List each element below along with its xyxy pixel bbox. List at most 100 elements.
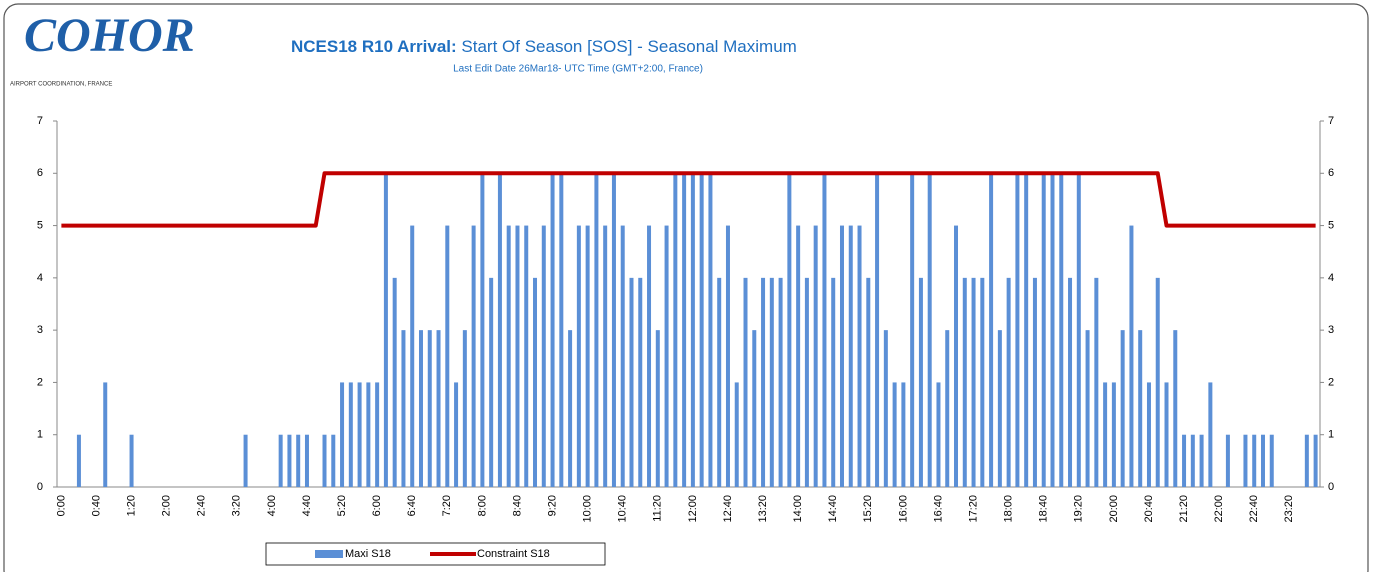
bar <box>787 173 792 488</box>
bar <box>769 277 774 487</box>
bar <box>708 173 713 488</box>
bar <box>945 330 950 487</box>
bar <box>524 225 529 488</box>
bar <box>278 434 283 487</box>
x-tick-label: 14:40 <box>827 495 839 523</box>
bar <box>445 225 450 488</box>
x-tick-label: 5:20 <box>336 495 348 516</box>
bar <box>822 173 827 488</box>
y2-tick-label: 3 <box>1328 324 1334 336</box>
bar <box>1313 434 1318 487</box>
x-tick-label: 21:20 <box>1178 495 1190 523</box>
bar <box>462 330 467 487</box>
bar <box>392 277 397 487</box>
bar <box>76 434 81 487</box>
bar <box>340 382 345 487</box>
x-tick-label: 0:40 <box>90 495 102 516</box>
bar <box>418 330 423 487</box>
bar <box>638 277 643 487</box>
bar <box>585 225 590 488</box>
x-tick-label: 12:00 <box>687 495 699 523</box>
bar <box>971 277 976 487</box>
bar <box>611 173 616 488</box>
x-tick-label: 8:40 <box>511 495 523 516</box>
bar <box>1252 434 1257 487</box>
bar <box>699 173 704 488</box>
x-tick-label: 9:20 <box>546 495 558 516</box>
x-tick-label: 16:40 <box>932 495 944 523</box>
x-tick-label: 22:00 <box>1213 495 1225 523</box>
bar <box>410 225 415 488</box>
x-tick-label: 0:00 <box>55 495 67 516</box>
chart-subtitle: Last Edit Date 26Mar18- UTC Time (GMT+2:… <box>453 64 703 75</box>
bar <box>1041 173 1046 488</box>
bar <box>1225 434 1230 487</box>
bar <box>629 277 634 487</box>
legend-swatch <box>315 550 343 558</box>
bar <box>883 330 888 487</box>
bar <box>962 277 967 487</box>
bar <box>725 225 730 488</box>
x-tick-label: 6:00 <box>371 495 383 516</box>
bar <box>1094 277 1099 487</box>
bar <box>1006 277 1011 487</box>
bar <box>1076 173 1081 488</box>
bar <box>918 277 923 487</box>
x-tick-label: 18:00 <box>1003 495 1015 523</box>
bar <box>1199 434 1204 487</box>
title-bold: NCES18 R10 Arrival: <box>291 37 457 56</box>
bar <box>796 225 801 488</box>
y2-tick-label: 2 <box>1328 376 1334 388</box>
bar <box>304 434 309 487</box>
bar <box>401 330 406 487</box>
bar <box>989 173 994 488</box>
bar <box>673 173 678 488</box>
bar <box>655 330 660 487</box>
bar <box>875 173 880 488</box>
x-tick-label: 13:20 <box>757 495 769 523</box>
bar <box>892 382 897 487</box>
chart-title: NCES18 R10 Arrival: Start Of Season [SOS… <box>291 37 797 56</box>
bar <box>927 173 932 488</box>
bar <box>743 277 748 487</box>
bar <box>954 225 959 488</box>
x-tick-label: 4:40 <box>301 495 313 516</box>
bar <box>129 434 134 487</box>
x-tick-label: 7:20 <box>441 495 453 516</box>
x-tick-label: 2:00 <box>161 495 173 516</box>
logo-tagline: AIRPORT COORDINATION, FRANCE <box>10 82 112 88</box>
bar <box>287 434 292 487</box>
bar <box>594 173 599 488</box>
x-tick-label: 15:20 <box>862 495 874 523</box>
x-tick-label: 16:00 <box>897 495 909 523</box>
bar <box>690 173 695 488</box>
bar <box>1103 382 1108 487</box>
x-tick-label: 10:40 <box>617 495 629 523</box>
bar <box>647 225 652 488</box>
bar <box>576 225 581 488</box>
y2-tick-label: 1 <box>1328 429 1334 441</box>
bar <box>1068 277 1073 487</box>
x-tick-label: 8:00 <box>476 495 488 516</box>
bar <box>550 173 555 488</box>
y-tick-label: 6 <box>37 167 43 179</box>
bar <box>1024 173 1029 488</box>
bar <box>436 330 441 487</box>
bar <box>348 382 353 487</box>
bar <box>717 277 722 487</box>
bar <box>866 277 871 487</box>
bar <box>1164 382 1169 487</box>
y-tick-label: 7 <box>37 115 43 127</box>
y2-tick-label: 4 <box>1328 272 1334 284</box>
bar <box>427 330 432 487</box>
x-tick-label: 10:00 <box>582 495 594 523</box>
bar <box>243 434 248 487</box>
bar <box>489 277 494 487</box>
bar <box>1146 382 1151 487</box>
bar <box>497 173 502 488</box>
x-tick-label: 23:20 <box>1283 495 1295 523</box>
bar <box>910 173 915 488</box>
x-tick-label: 20:40 <box>1143 495 1155 523</box>
bar <box>357 382 362 487</box>
line <box>61 171 1316 228</box>
